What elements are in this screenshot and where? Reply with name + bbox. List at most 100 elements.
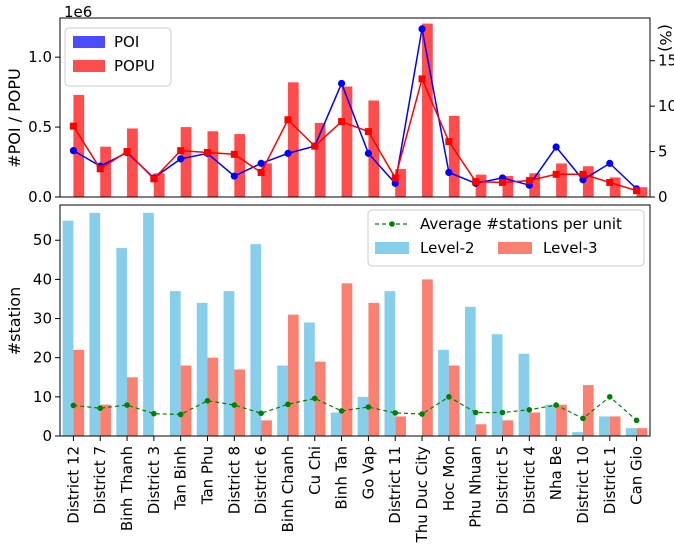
bar-level-2 — [572, 432, 583, 436]
average-point — [151, 410, 157, 417]
top-bars — [73, 23, 648, 197]
top-y-tick-label: 1.0 — [28, 48, 52, 66]
bar-popu — [395, 169, 406, 197]
bar-level-2 — [625, 428, 637, 436]
point-popu — [96, 165, 104, 173]
point-popu — [633, 187, 641, 195]
point-popu — [230, 150, 238, 158]
legend-label-level-3: Level-3 — [543, 239, 598, 257]
legend-marker-average — [389, 221, 395, 227]
point-popu — [445, 138, 453, 146]
point-popu — [418, 75, 426, 83]
x-tick-label: District 10 — [574, 446, 592, 524]
bar-popu — [234, 134, 246, 197]
bar-level-2 — [518, 353, 530, 436]
bar-popu — [368, 100, 380, 197]
bar-level-2 — [599, 416, 610, 436]
x-tick-label: Tan Phu — [199, 446, 217, 505]
bar-level-3 — [73, 349, 85, 436]
top-lines — [69, 25, 641, 195]
x-tick-label: Phu Nhuan — [467, 446, 485, 528]
x-tick-label: Can Gio — [628, 446, 646, 505]
bar-level-2 — [277, 365, 288, 436]
x-tick-label: Tan Binh — [172, 446, 190, 511]
point-poi — [445, 168, 453, 177]
point-poi — [606, 159, 614, 167]
point-poi — [391, 179, 399, 187]
point-popu — [499, 178, 506, 186]
legend-label-level-2: Level-2 — [420, 239, 475, 257]
top-y-axis-label: #POI / POPU — [5, 68, 24, 168]
bar-popu — [582, 166, 594, 197]
point-popu — [552, 170, 560, 178]
bar-level-2 — [250, 244, 262, 436]
top-y-tick-label: 0.0 — [28, 188, 52, 206]
average-point — [231, 402, 238, 408]
bar-level-2 — [384, 291, 396, 436]
point-poi — [69, 147, 78, 155]
x-tick-label: Thu Duc City — [413, 446, 431, 544]
x-tick-label: District 8 — [225, 446, 243, 514]
point-popu — [69, 122, 77, 130]
top-axes: 0.0 0.5 1.0 0 5 10 15 — [28, 17, 674, 206]
bar-popu — [180, 127, 192, 197]
average-point — [392, 410, 399, 416]
bottom-y-tick-label: 0 — [42, 427, 52, 445]
bar-popu — [314, 122, 326, 197]
bar-level-3 — [368, 302, 380, 436]
point-popu — [391, 174, 399, 182]
bar-popu — [207, 131, 219, 197]
x-tick-label: Hoc Mon — [440, 446, 458, 511]
x-tick-label: District 4 — [520, 446, 538, 514]
point-popu — [123, 148, 131, 156]
bottom-legend-box — [367, 209, 645, 267]
bar-level-3 — [556, 404, 567, 436]
legend-swatch-popu — [73, 60, 105, 72]
bar-level-3 — [287, 314, 299, 436]
bar-level-3 — [448, 365, 460, 436]
average-point — [124, 402, 130, 408]
bar-popu — [73, 94, 85, 197]
bottom-y-axis-label: #station — [5, 287, 24, 355]
bar-level-2 — [357, 396, 369, 436]
bottom-y-tick-label: 30 — [33, 310, 52, 328]
bar-popu — [448, 115, 460, 197]
bar-level-3 — [395, 416, 406, 436]
average-point — [580, 415, 586, 422]
bar-level-2 — [491, 334, 503, 436]
x-tick-label: District 1 — [601, 446, 619, 514]
point-popu — [284, 116, 292, 124]
average-point — [606, 394, 613, 400]
x-tick-label: District 6 — [252, 446, 270, 514]
x-tick-labels: District 12 District 7 Binh Thanh District … — [64, 436, 646, 544]
point-popu — [204, 148, 211, 156]
bar-popu — [153, 173, 165, 197]
point-popu — [606, 178, 614, 186]
average-point — [365, 404, 372, 410]
bottom-average-line — [70, 394, 640, 424]
top-right-tick-label: 0 — [658, 188, 668, 206]
x-tick-label: Go Vap — [359, 446, 377, 499]
bottom-axes: 0 10 20 30 40 50 — [33, 204, 651, 445]
x-tick-label: Binh Thanh — [118, 446, 136, 531]
x-tick-label: Cu Chi — [306, 446, 324, 495]
top-right-axis-label: (%) — [656, 24, 674, 52]
point-popu — [257, 168, 265, 176]
point-popu — [364, 128, 372, 136]
bar-popu — [100, 146, 111, 197]
line-popu — [72, 76, 637, 192]
legend-label-poi: POI — [114, 33, 139, 51]
bar-level-3 — [529, 412, 541, 436]
bar-popu — [341, 86, 353, 197]
bar-level-3 — [609, 416, 621, 436]
x-tick-label: District 12 — [64, 446, 82, 524]
bar-level-2 — [116, 248, 128, 436]
top-y-tick-label: 0.5 — [28, 118, 52, 136]
bar-level-3 — [582, 385, 594, 436]
top-plot-frame — [59, 17, 651, 198]
point-popu — [311, 142, 319, 150]
bar-popu — [502, 176, 514, 197]
point-popu — [177, 147, 185, 155]
bar-level-3 — [341, 283, 353, 436]
point-poi — [230, 172, 238, 180]
